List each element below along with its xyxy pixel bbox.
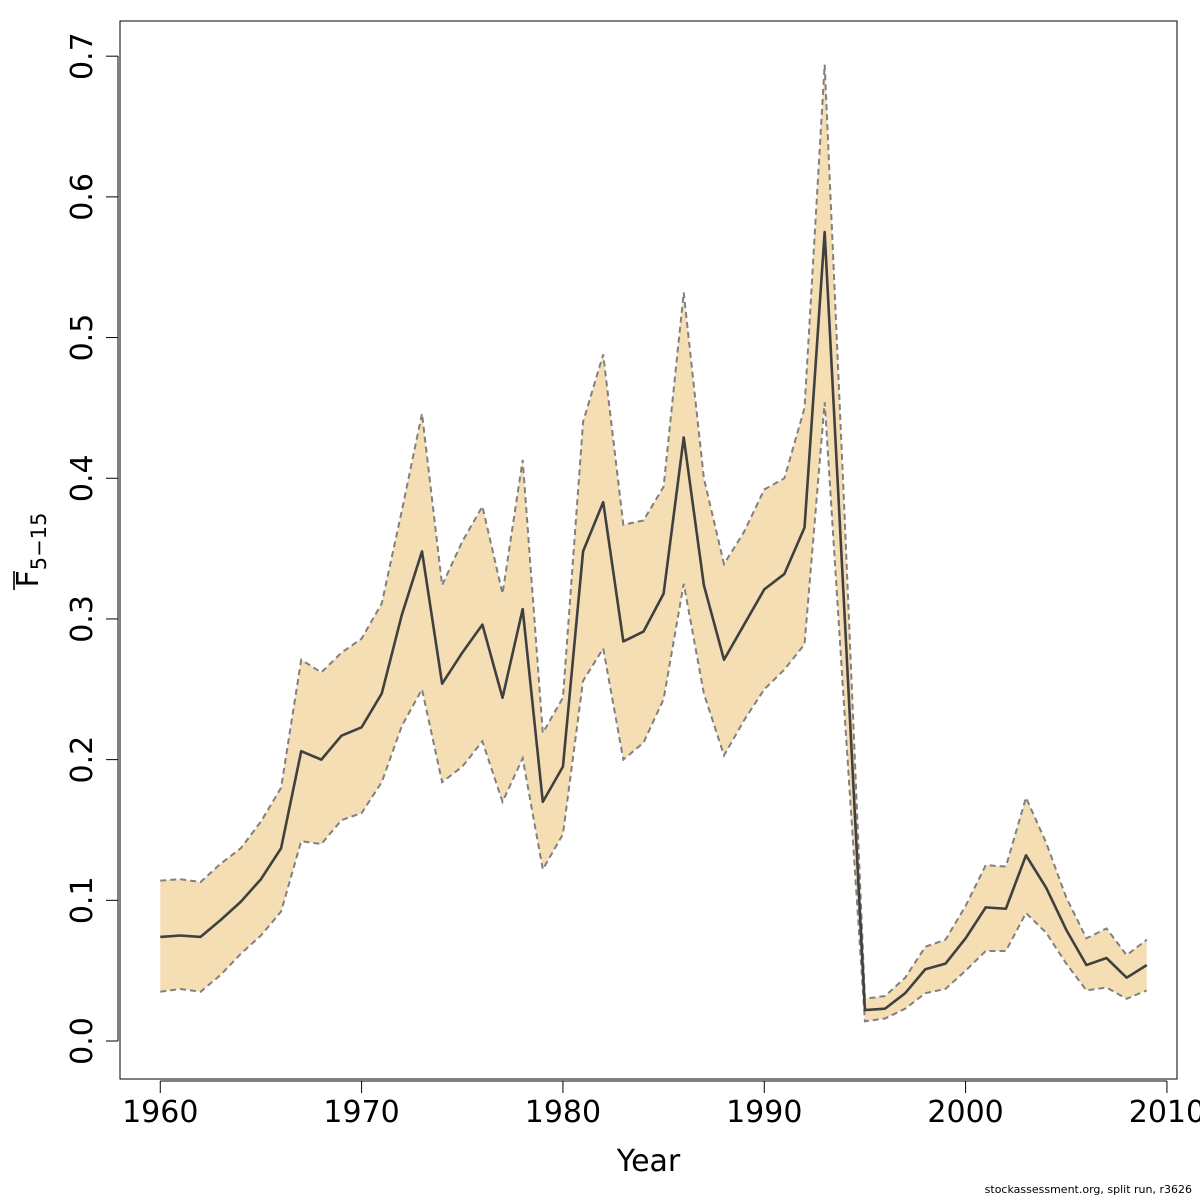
y-tick-label: 0.0	[65, 1017, 100, 1065]
confidence-band	[160, 64, 1147, 1022]
plot-frame	[119, 20, 1178, 1080]
x-axis-title: Year	[616, 1144, 681, 1179]
series-estimate	[160, 230, 1148, 1012]
y-tick-label: 0.5	[65, 314, 100, 362]
y-axis-title-subscript: 5−15	[27, 513, 51, 571]
plot-area	[160, 64, 1148, 1023]
y-tick-label: 0.2	[65, 736, 100, 784]
series-upper-bound	[160, 64, 1148, 1000]
x-tick-label: 1980	[525, 1095, 601, 1130]
y-tick-label: 0.7	[65, 32, 100, 80]
x-tick-label: 1970	[323, 1095, 399, 1130]
y-axis-title: F5−15	[11, 513, 51, 590]
series-lower-bound	[160, 402, 1148, 1023]
y-tick-label: 0.4	[65, 454, 100, 502]
x-tick-label: 2010	[1129, 1095, 1200, 1130]
svg-text:F5−15: F5−15	[11, 513, 51, 588]
y-tick-label: 0.1	[65, 876, 100, 924]
y-axis-title-base: F	[11, 570, 46, 587]
footer-credit: stockassessment.org, split run, r3626	[984, 1183, 1192, 1196]
axes: 1960 1970 1980 1990 2000 2010 0.0 0.1 0.2 0.3 0.4 0…	[65, 32, 1200, 1130]
x-tick-label: 1990	[726, 1095, 802, 1130]
x-tick-label: 1960	[122, 1095, 198, 1130]
y-tick-label: 0.3	[65, 595, 100, 643]
y-tick-label: 0.6	[65, 173, 100, 221]
x-tick-label: 2000	[927, 1095, 1003, 1130]
